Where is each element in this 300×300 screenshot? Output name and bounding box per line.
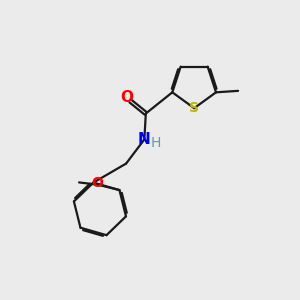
Text: O: O xyxy=(120,89,133,104)
Text: H: H xyxy=(150,136,161,150)
Text: O: O xyxy=(91,176,103,190)
Text: S: S xyxy=(189,101,199,115)
Text: N: N xyxy=(138,132,151,147)
